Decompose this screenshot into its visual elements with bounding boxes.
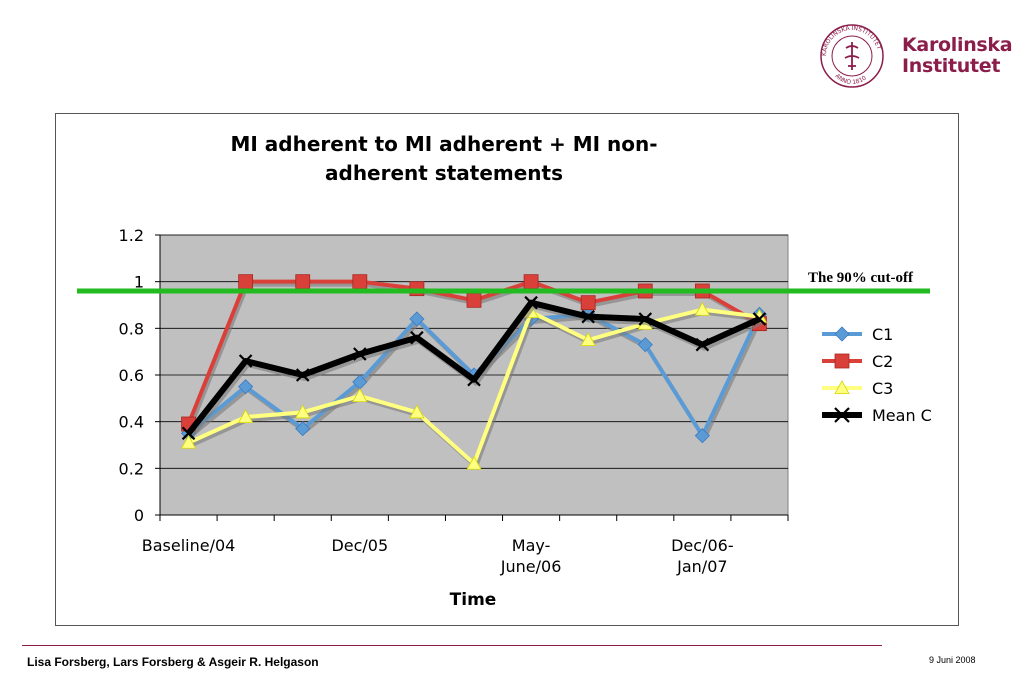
footer-authors: Lisa Forsberg, Lars Forsberg & Asgeir R.… [27, 655, 319, 669]
data-point [409, 281, 425, 297]
legend-item: C1 [822, 325, 893, 344]
legend-label: C1 [872, 325, 893, 344]
data-point [694, 301, 711, 316]
karolinska-logo: KAROLINSKA INSTITUTET ANNO 1810 Karolins… [818, 22, 1013, 92]
data-point [237, 409, 254, 424]
legend-marker [834, 353, 850, 369]
footer-date: 9 Juni 2008 [929, 655, 976, 665]
y-tick-label: 0.4 [119, 413, 144, 432]
data-point [581, 309, 595, 324]
data-point [238, 379, 254, 395]
logo-line-1: Karolinska [902, 34, 1013, 56]
data-point [580, 332, 596, 347]
seal-icon: KAROLINSKA INSTITUTET ANNO 1810 [820, 24, 884, 88]
data-point [352, 274, 368, 290]
data-point [295, 404, 311, 419]
data-point [637, 283, 653, 299]
data-point [466, 455, 482, 470]
data-point [295, 368, 310, 382]
legend-marker [834, 326, 850, 342]
data-point [467, 372, 481, 387]
data-point [410, 330, 424, 345]
data-point [523, 274, 539, 290]
cutoff-label: The 90% cut-off [808, 270, 913, 286]
x-tick-label: Dec/05 [331, 536, 388, 555]
legend-item: C2 [822, 352, 893, 371]
data-point [580, 295, 596, 311]
y-tick-label: 0.2 [119, 459, 144, 478]
data-point [637, 337, 653, 353]
legend-marker [834, 380, 850, 395]
chart-title-line-2: adherent statements [325, 161, 563, 185]
data-point [238, 274, 254, 290]
legend-item: C3 [822, 379, 893, 398]
data-point [638, 312, 653, 326]
data-point [353, 347, 367, 361]
x-axis-title: Time [450, 590, 497, 610]
data-point [352, 388, 368, 403]
y-tick-label: 0.8 [119, 319, 144, 338]
data-point [466, 292, 482, 308]
data-point [295, 274, 311, 290]
legend-label: Mean C [872, 406, 932, 425]
y-tick-label: 1 [134, 273, 144, 292]
x-tick-label: Dec/06-Jan/07 [671, 536, 733, 576]
legend-marker [834, 407, 850, 423]
data-point [180, 434, 197, 449]
data-point [694, 428, 710, 444]
legend-item: Mean C [822, 406, 932, 425]
x-tick-label: Baseline/04 [142, 536, 236, 555]
legend-label: C2 [872, 352, 893, 371]
data-point [409, 311, 425, 327]
data-point [409, 404, 425, 419]
data-point [238, 354, 253, 368]
y-tick-label: 0.6 [119, 366, 144, 385]
y-tick-label: 1.2 [119, 226, 144, 245]
chart-area: MI adherent to MI adherent + MI non-adhe… [55, 113, 959, 626]
data-point [181, 426, 196, 441]
series-mean-c [181, 295, 767, 441]
y-tick-label: 0 [134, 506, 144, 525]
data-point [295, 421, 311, 437]
logo-line-2: Institutet [902, 55, 1001, 77]
chart-svg: MI adherent to MI adherent + MI non-adhe… [119, 132, 932, 610]
data-point [694, 283, 710, 299]
data-point [752, 312, 767, 326]
data-point [524, 295, 538, 310]
chart-title-line-1: MI adherent to MI adherent + MI non- [230, 132, 657, 156]
footer-divider [22, 645, 882, 646]
data-point [695, 337, 710, 352]
x-tick-label: May-June/06 [500, 536, 562, 576]
legend-label: C3 [872, 379, 893, 398]
